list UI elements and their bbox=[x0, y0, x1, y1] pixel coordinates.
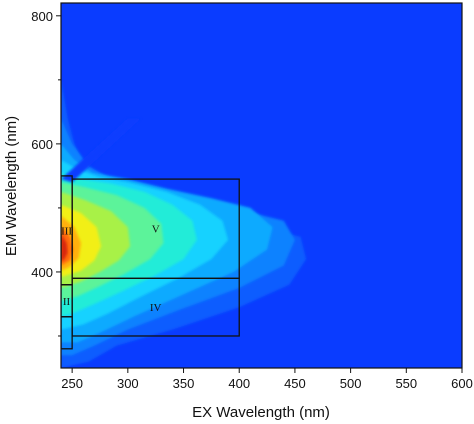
region-label-v: V bbox=[152, 224, 160, 236]
y-axis-ticks: 400 600 800 bbox=[31, 9, 61, 337]
region-label-iv: IV bbox=[150, 302, 162, 314]
x-tick-label-250: 250 bbox=[61, 376, 83, 391]
x-tick-label-550: 550 bbox=[395, 376, 417, 391]
region-label-iii: III bbox=[61, 225, 72, 237]
contour-layers bbox=[61, 79, 307, 368]
x-tick-label-350: 350 bbox=[173, 376, 195, 391]
x-axis-label: EX Wavelength (nm) bbox=[192, 404, 330, 421]
scatter-band bbox=[61, 118, 142, 183]
y-tick-label-800: 800 bbox=[31, 9, 53, 24]
x-tick-label-500: 500 bbox=[340, 376, 362, 391]
x-axis-ticks: 250 300 350 400 450 500 550 600 bbox=[61, 368, 473, 391]
y-tick-label-400: 400 bbox=[31, 265, 53, 280]
plot-frame bbox=[60, 2, 463, 369]
y-axis-label: EM Wavelength (nm) bbox=[3, 116, 20, 256]
region-label-ii: II bbox=[63, 296, 71, 308]
x-tick-label-600: 600 bbox=[451, 376, 473, 391]
y-tick-label-600: 600 bbox=[31, 137, 53, 152]
x-tick-label-450: 450 bbox=[284, 376, 306, 391]
contour-level-11 bbox=[61, 233, 68, 262]
x-tick-label-300: 300 bbox=[117, 376, 139, 391]
region-box-v bbox=[71, 178, 240, 280]
x-tick-label-400: 400 bbox=[228, 376, 250, 391]
